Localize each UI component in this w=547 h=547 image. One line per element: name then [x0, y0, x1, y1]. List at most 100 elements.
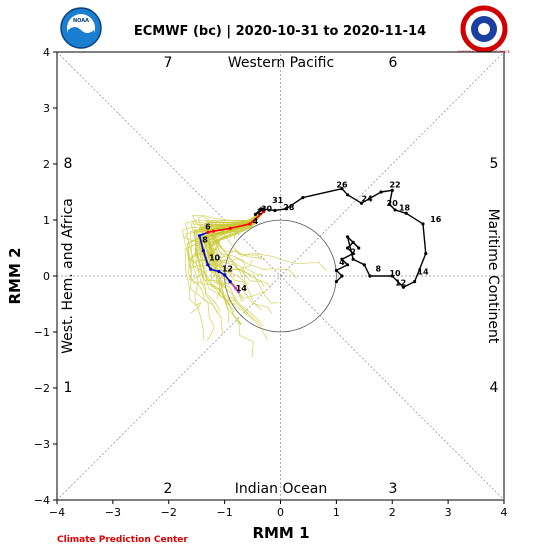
- phase-label-4: 4: [490, 380, 499, 396]
- observed-point: [340, 274, 344, 278]
- chart-title: ECMWF (bc) | 2020-10-31 to 2020-11-14: [134, 24, 426, 39]
- observed-segment: [285, 197, 304, 210]
- observed-point: [259, 207, 263, 211]
- phase-label-3: 3: [389, 481, 398, 497]
- day-label: 8: [202, 235, 208, 244]
- observed-point: [334, 280, 338, 284]
- y-tick-label: −1: [34, 326, 50, 339]
- forecast-segment: [213, 227, 231, 232]
- region-label-bottom: Indian Ocean: [235, 481, 327, 497]
- phase-label-6: 6: [389, 55, 398, 71]
- observed-segment: [363, 264, 371, 277]
- observed-segment: [422, 223, 427, 254]
- observed-point: [393, 208, 397, 212]
- region-label-left: West. Hem. and Africa: [60, 198, 76, 354]
- forecast-point: [201, 249, 205, 253]
- day-label: 10: [209, 253, 221, 262]
- ensemble-member-line: [208, 211, 269, 341]
- noaa-logo: NOAA: [60, 7, 102, 49]
- x-tick-label: −2: [161, 506, 177, 519]
- day-label: 20: [387, 199, 399, 208]
- observed-point: [404, 211, 408, 215]
- day-label: 14: [417, 267, 429, 276]
- region-label-right: Maritime Continent: [485, 209, 501, 344]
- forecast-segment: [249, 211, 265, 225]
- y-tick-label: −2: [34, 382, 50, 395]
- observed-segment: [302, 187, 343, 199]
- observed-point: [390, 188, 394, 192]
- ensemble-member-line: [195, 211, 264, 336]
- forecast-point: [209, 267, 213, 271]
- day-label: 2: [257, 207, 263, 216]
- credit-text: Climate Prediction Center: [57, 535, 188, 545]
- y-tick-label: 4: [43, 46, 50, 59]
- day-label: 24: [362, 195, 374, 204]
- observed-point: [421, 222, 425, 226]
- observed-point: [351, 257, 355, 261]
- y-tick-label: −3: [34, 438, 50, 451]
- observed-segment: [403, 280, 415, 288]
- observed-point: [284, 207, 288, 211]
- day-label: 6: [205, 223, 211, 232]
- observed-segment: [352, 258, 365, 266]
- ensemble-member-line: [200, 211, 264, 326]
- forecast-point: [248, 222, 252, 226]
- ensemble-member-line: [203, 211, 264, 261]
- observed-point: [362, 263, 366, 267]
- day-label: 31: [272, 196, 284, 205]
- x-tick-label: −4: [49, 506, 65, 519]
- observed-point: [345, 235, 350, 239]
- observed-point: [401, 285, 406, 289]
- x-tick-label: 1: [333, 506, 340, 519]
- ensemble-member-line: [201, 211, 264, 286]
- y-tick-label: 0: [43, 270, 50, 283]
- day-label: 28: [283, 203, 295, 212]
- observed-segment: [274, 208, 287, 212]
- y-tick-label: −4: [34, 494, 50, 507]
- forecast-point: [197, 234, 202, 238]
- forecast-point: [211, 229, 216, 233]
- ensemble-member-line: [203, 211, 264, 254]
- observed-point: [253, 212, 257, 216]
- ensemble-member-line: [208, 211, 264, 316]
- day-label: 4: [339, 258, 345, 267]
- ensemble-member-line: [210, 211, 264, 358]
- ensemble-member-line: [198, 211, 264, 259]
- observed-point: [413, 280, 417, 284]
- x-tick-label: 3: [445, 506, 452, 519]
- day-label: 18: [399, 203, 411, 212]
- ensemble-member-line: [194, 211, 264, 308]
- forecast-point: [228, 280, 232, 284]
- y-tick-label: 1: [43, 214, 50, 227]
- ensemble-member-line: [187, 211, 264, 341]
- grid-line-diagonal-down: [56, 51, 505, 501]
- forecast-point: [228, 226, 232, 230]
- forecast-point: [217, 269, 221, 274]
- forecast-point: [223, 273, 227, 277]
- nws-logo: NATIONAL WEATHER SERVICE: [458, 5, 510, 54]
- forecast-point: [206, 263, 210, 267]
- x-tick-label: 0: [277, 506, 284, 519]
- observed-segment: [388, 190, 393, 205]
- observed-point: [262, 207, 266, 211]
- forecast-point: [206, 230, 210, 234]
- y-tick-label: 3: [43, 102, 50, 115]
- ensemble-member-line: [191, 211, 264, 231]
- forecast-point: [234, 286, 238, 290]
- day-label: 16: [430, 215, 442, 224]
- observed-point: [301, 196, 305, 200]
- observed-segment: [394, 209, 407, 214]
- phase-label-5: 5: [490, 156, 499, 172]
- day-label: 2: [350, 248, 356, 257]
- region-label-top: Western Pacific: [228, 55, 334, 71]
- forecast-point: [262, 210, 266, 214]
- day-label: 12: [222, 265, 233, 274]
- x-ticks: −4 −3 −2 −1 0 1 2 3 4: [49, 500, 508, 519]
- observed-point: [345, 193, 350, 197]
- forecast-segment: [202, 250, 209, 266]
- x-tick-label: 2: [389, 506, 396, 519]
- forecast-segment: [198, 235, 205, 252]
- ensemble-member-line: [190, 211, 264, 264]
